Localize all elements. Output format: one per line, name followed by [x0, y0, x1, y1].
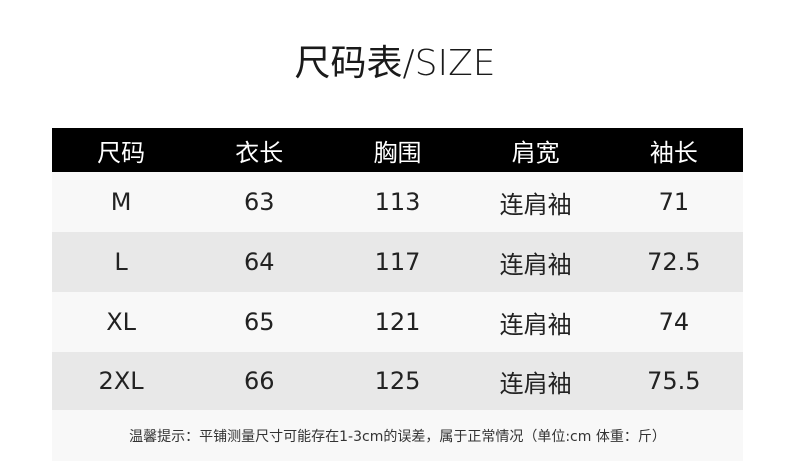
header-cell: 胸围 — [373, 138, 422, 167]
page-title: 尺码表/SIZE — [294, 43, 496, 84]
size-table: 尺码 衣长 胸围 肩宽 袖长 M 63 113 连肩袖 71 L 64 117 … — [52, 128, 743, 410]
table-cell: 65 — [244, 308, 275, 336]
header-cell: 尺码 — [97, 138, 146, 167]
table-cell: 63 — [244, 188, 275, 216]
table-cell: 113 — [374, 188, 421, 216]
header-cell: 衣长 — [235, 138, 284, 167]
table-cell: 75.5 — [647, 367, 701, 395]
header-cell: 袖长 — [649, 138, 698, 167]
table-cell: 117 — [374, 248, 421, 276]
table-row: M 63 113 连肩袖 71 — [52, 172, 743, 232]
table-cell: 64 — [244, 248, 275, 276]
header-cell: 肩宽 — [511, 138, 560, 167]
table-cell: 连肩袖 — [499, 250, 572, 279]
table-row: XL 65 121 连肩袖 74 — [52, 292, 743, 352]
table-cell: 连肩袖 — [499, 190, 572, 219]
table-cell: 2XL — [98, 367, 144, 395]
table-row: 2XL 66 125 连肩袖 75.5 — [52, 352, 743, 410]
table-cell: 71 — [658, 188, 690, 216]
footer-note: 温馨提示：平铺测量尺寸可能存在1-3cm的误差，属于正常情况（单位:cm 体重：… — [52, 410, 743, 461]
table-header: 尺码 衣长 胸围 肩宽 袖长 — [52, 128, 743, 172]
table-cell: 125 — [374, 367, 421, 395]
table-cell: 连肩袖 — [499, 310, 572, 339]
table-cell: XL — [106, 308, 136, 336]
table-cell: 连肩袖 — [499, 369, 572, 398]
table-cell: 66 — [244, 367, 275, 395]
table-cell: 72.5 — [647, 248, 701, 276]
table-cell: M — [110, 188, 132, 216]
table-row: L 64 117 连肩袖 72.5 — [52, 232, 743, 292]
table-cell: 121 — [374, 308, 421, 336]
table-cell: 74 — [658, 308, 690, 336]
table-cell: L — [114, 248, 128, 276]
